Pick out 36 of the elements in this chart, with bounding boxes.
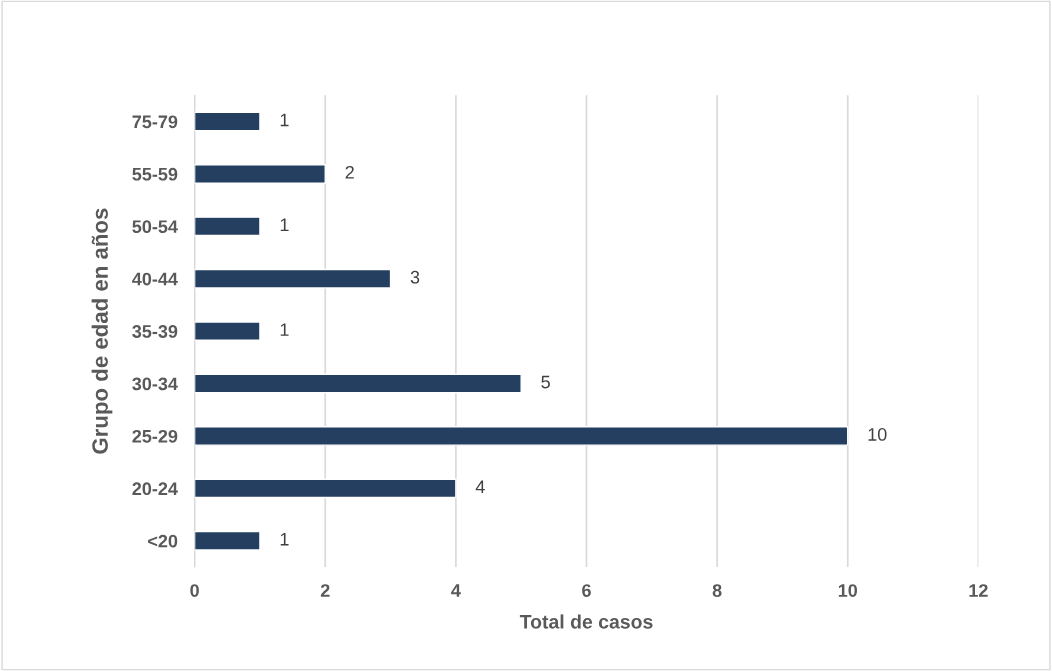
bar: [194, 478, 457, 499]
data-label: 3: [410, 270, 420, 284]
y-tick-label: 30-34: [132, 377, 178, 391]
bar: [194, 373, 522, 394]
y-tick-label: 40-44: [132, 272, 178, 286]
x-tick-label: 2: [320, 584, 330, 597]
data-label: 2: [345, 165, 354, 179]
x-tick-label: 6: [582, 584, 591, 597]
x-tick-label: 10: [838, 584, 858, 597]
x-tick-label: 0: [190, 584, 199, 597]
y-tick-label: 35-39: [132, 325, 178, 338]
data-label: 5: [541, 375, 550, 389]
x-axis-title: Total de casos: [519, 614, 653, 629]
data-label: 1: [280, 218, 289, 231]
y-tick-label: 50-54: [132, 220, 178, 234]
bar: [194, 426, 849, 446]
data-label: 4: [475, 480, 485, 494]
bar: [194, 111, 261, 132]
x-tick-label: 12: [969, 584, 988, 597]
y-axis-title: Grupo de edad en años: [91, 208, 113, 454]
data-label: 10: [868, 428, 887, 441]
bar: [194, 321, 261, 342]
y-tick-label: 20-24: [132, 482, 178, 496]
bar: [194, 530, 261, 551]
bar: [194, 268, 392, 289]
y-tick-label: 25-29: [132, 429, 178, 443]
data-label: 1: [280, 533, 289, 546]
data-label: 1: [280, 113, 289, 127]
x-tick-label: 8: [712, 584, 722, 597]
y-tick-label: 75-79: [132, 115, 178, 129]
bar: [194, 216, 261, 237]
x-tick-label: 4: [451, 584, 461, 597]
y-tick-label: 55-59: [132, 167, 178, 181]
y-tick-label: <20: [148, 534, 178, 548]
data-label: 1: [280, 323, 289, 336]
bar: [194, 164, 326, 184]
